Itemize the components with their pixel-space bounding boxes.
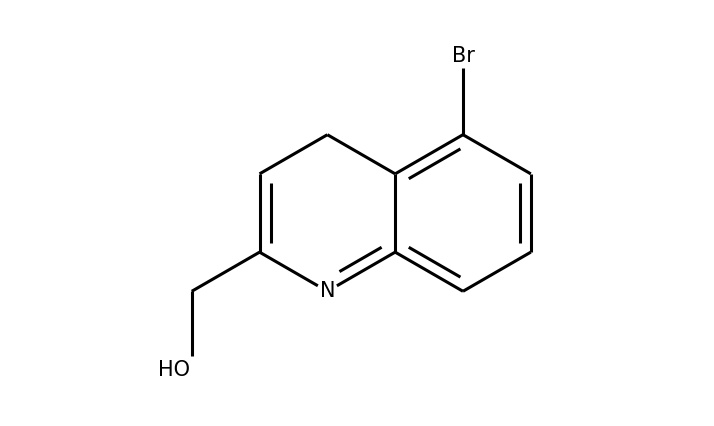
Text: Br: Br bbox=[451, 46, 474, 66]
Text: N: N bbox=[320, 281, 335, 301]
Text: HO: HO bbox=[158, 360, 190, 380]
